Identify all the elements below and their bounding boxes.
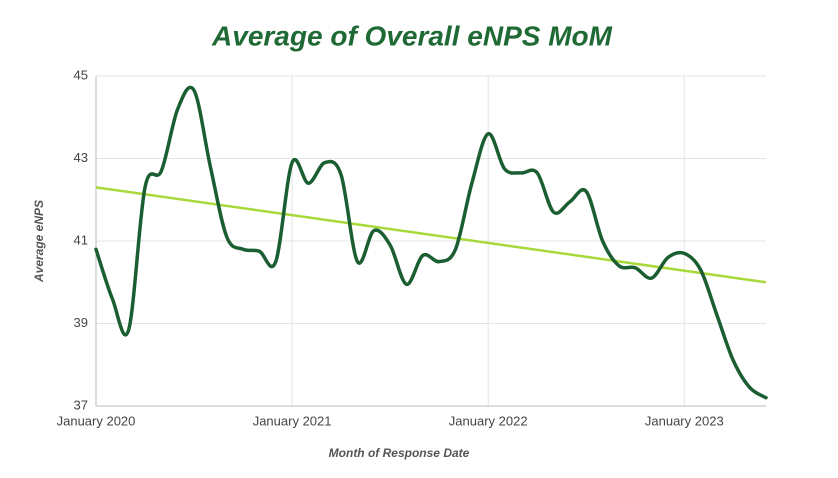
- x-tick-label: January 2021: [253, 413, 332, 428]
- y-tick-label: 45: [74, 67, 88, 82]
- y-tick-label: 41: [74, 232, 88, 247]
- trend-line: [95, 186, 767, 284]
- y-tick-label: 37: [74, 397, 88, 412]
- x-tick-label: January 2023: [645, 413, 724, 428]
- x-tick-label: January 2020: [57, 413, 136, 428]
- x-axis-title: Month of Response Date: [329, 446, 470, 460]
- y-axis-title: Average eNPS: [32, 200, 46, 283]
- y-tick-label: 39: [74, 315, 88, 330]
- y-tick-label: 43: [74, 150, 88, 165]
- series-line: [94, 85, 768, 400]
- x-tick-label: January 2022: [449, 413, 528, 428]
- chart-title: Average of Overall eNPS MoM: [211, 20, 613, 51]
